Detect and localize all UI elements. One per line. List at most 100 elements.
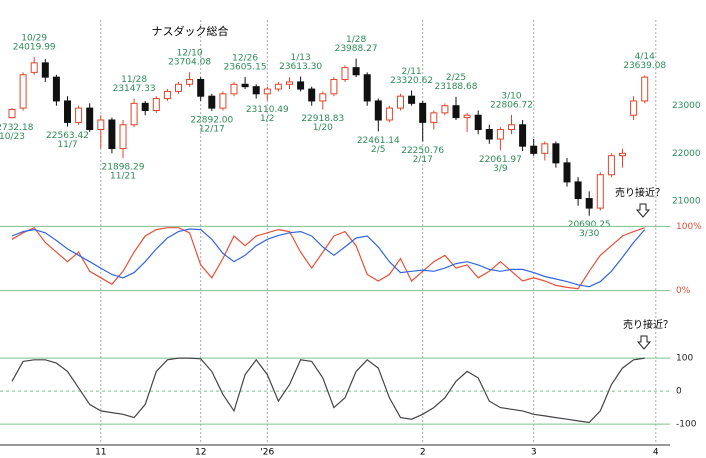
series-line [11,226,645,290]
date-label: 1/13 [290,53,310,63]
candle-body [86,107,94,131]
candle-body [219,93,227,109]
date-label: 11/21 [110,172,136,182]
date-label: 12/26 [232,53,258,63]
candle-body [308,88,316,102]
candle-body [474,114,482,131]
candle-body [19,74,27,109]
candle-body [241,83,249,88]
candle-body [441,105,449,114]
price-label: 23639.08 [623,61,666,71]
candle-body [630,100,638,116]
date-label: 1/2 [260,114,274,124]
x-tick-label: 4 [653,448,659,458]
x-tick-label: 12 [195,448,206,458]
candle-body [496,129,504,140]
x-tick-label: 2 [420,448,426,458]
candle-body [419,102,427,123]
price-label: 22250.76 [401,146,444,156]
candle-body [374,100,382,121]
candle-body [485,129,493,140]
candle-body [574,181,582,200]
date-label: 2/5 [371,145,385,155]
price-label: 22918.83 [301,114,344,124]
price-label: 23188.68 [435,82,478,92]
candle-body [64,100,71,123]
candle-body [208,95,216,109]
candle-body [452,105,460,119]
date-label: 11/28 [121,75,147,85]
candle-body [30,62,38,73]
date-label: 2/17 [413,155,433,165]
chart-title: ナスダック総合 [152,24,229,38]
price-label: 24019.99 [13,43,56,53]
candle-body [41,62,49,78]
price-label: 22732.18 [0,123,34,133]
price-label: 23613.30 [279,62,322,72]
candle-body [186,79,194,85]
x-tick-label: 11 [95,448,106,458]
candle-body [508,124,515,131]
candle-body [596,174,604,209]
date-label: 1/20 [313,123,333,133]
candle-body [430,112,438,123]
candle-body [607,155,615,176]
y-tick-label: 100 [676,354,693,364]
candle-body [385,107,393,121]
x-tick-label: '26 [260,448,274,458]
candle-body [330,79,338,95]
date-label: 3/10 [501,91,521,101]
candle-body [397,95,404,109]
candle-body [8,109,16,119]
candle-body [530,145,538,154]
candle-body [519,124,527,147]
price-label: 23110.49 [246,105,289,115]
candle-body [297,81,305,90]
date-label: 2/11 [401,67,421,77]
y-tick-label: 23000 [672,101,701,111]
candle-body [341,67,349,81]
candle-body [52,76,60,102]
candle-body [263,88,271,95]
date-label: 2/25 [446,73,466,83]
price-label: 23988.27 [335,44,378,54]
candle-body [585,198,593,209]
price-label: 22892.00 [190,115,233,125]
candle-body [119,124,127,150]
date-label: 12/17 [199,124,225,134]
candle-body [363,74,371,102]
candle-body [274,83,282,90]
price-label: 23320.62 [390,76,433,86]
date-label: 10/23 [0,132,25,142]
candle-body [463,114,471,119]
price-label: 21898.29 [102,163,145,173]
date-label: 3/9 [493,164,508,174]
price-label: 20690.25 [568,220,611,230]
candle-body [230,83,238,95]
candle-body [175,83,182,92]
annotation: 売り接近？ [623,318,673,331]
date-label: 10/29 [21,34,47,44]
arrow [635,203,651,218]
y-tick-label: 0% [676,286,691,296]
x-tick-label: 3 [531,448,537,458]
y-tick-label: 0 [676,387,682,397]
candle-body [552,143,560,164]
y-tick-label: 100% [676,222,702,232]
date-label: 1/28 [346,35,366,45]
date-label: 4/14 [635,52,655,62]
y-tick-label: -100 [676,420,697,430]
candle-body [252,86,260,95]
date-label: 12/10 [177,49,203,59]
candle-body [541,143,549,154]
price-label: 22806.72 [490,100,533,110]
candle-body [408,95,416,104]
y-tick-label: 21000 [672,196,701,206]
price-label: 23704.08 [168,58,211,68]
y-tick-label: 22000 [672,149,701,159]
price-label: 22061.97 [479,155,522,165]
candle-body [352,67,360,76]
price-label: 22563.42 [46,131,89,141]
